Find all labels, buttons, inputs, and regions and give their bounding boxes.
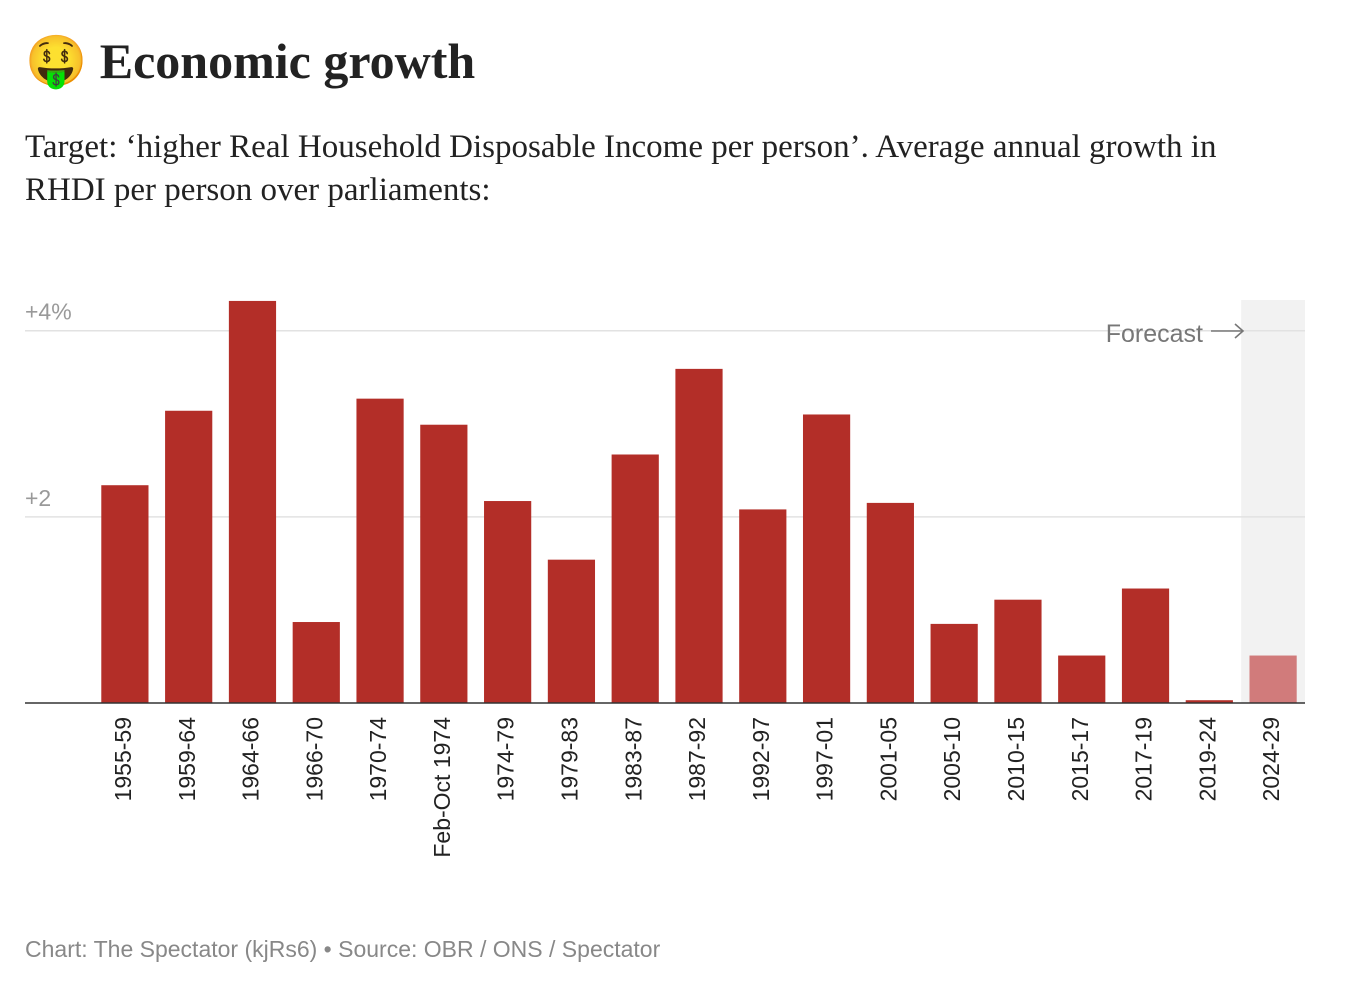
- forecast-region: [1241, 300, 1305, 703]
- x-tick-label: 2017-19: [1131, 717, 1157, 801]
- bar: [101, 485, 149, 703]
- bar: [420, 424, 468, 703]
- bar: [675, 368, 723, 703]
- bar: [484, 501, 532, 703]
- x-tick-label: 1992-97: [748, 717, 774, 801]
- bar: [1058, 655, 1106, 703]
- x-tick-label: 1997-01: [812, 717, 838, 801]
- x-tick-label: 1987-92: [684, 717, 710, 801]
- x-tick-label: 1966-70: [301, 717, 327, 801]
- x-tick-label: 2010-15: [1003, 717, 1029, 801]
- x-tick-label: 1979-83: [556, 717, 582, 801]
- bar: [547, 559, 596, 703]
- x-tick-label: 1970-74: [365, 717, 391, 802]
- x-tick-label: 2001-05: [875, 717, 901, 801]
- x-tick-label: 1959-64: [174, 717, 200, 802]
- bar: [356, 398, 404, 703]
- bar: [1249, 655, 1297, 703]
- chart: +2 +4% Forecast 1955-59 1959-64 1964-66 1966…: [25, 299, 1305, 858]
- bar: [228, 300, 277, 703]
- x-tick-label: 1983-87: [620, 717, 646, 801]
- x-tick-label: 1955-59: [110, 717, 136, 801]
- y-tick-label: +2: [25, 485, 51, 511]
- bar: [994, 599, 1042, 703]
- chart-title: 🤑 Economic growth: [25, 33, 476, 89]
- x-tick-label: 2024-29: [1258, 717, 1284, 801]
- bar: [1185, 700, 1233, 703]
- background-layer: [1241, 300, 1305, 703]
- forecast-label: Forecast: [1106, 320, 1203, 348]
- y-tick-label: +4%: [25, 299, 72, 325]
- x-tick-label: 1974-79: [493, 717, 519, 801]
- bar: [930, 623, 978, 703]
- bar: [165, 410, 213, 703]
- x-tick-label: 2019-24: [1194, 717, 1220, 802]
- bar: [739, 509, 787, 703]
- chart-footer: Chart: The Spectator (kjRs6) • Source: O…: [25, 936, 661, 962]
- bar-layer: [101, 300, 1297, 703]
- x-tick-label: 1964-66: [238, 717, 264, 801]
- x-tick-label: Feb-Oct 1974: [429, 717, 455, 858]
- x-tick-label: 2005-10: [939, 717, 965, 801]
- x-tick-label: 2015-17: [1067, 717, 1093, 801]
- chart-subtitle: Target: ‘higher Real Household Disposabl…: [25, 129, 1217, 208]
- bar: [866, 502, 914, 703]
- bar: [292, 622, 340, 703]
- bar: [802, 414, 851, 703]
- bar: [1121, 588, 1170, 703]
- forecast-arrow: [1211, 323, 1245, 339]
- bar: [611, 454, 659, 703]
